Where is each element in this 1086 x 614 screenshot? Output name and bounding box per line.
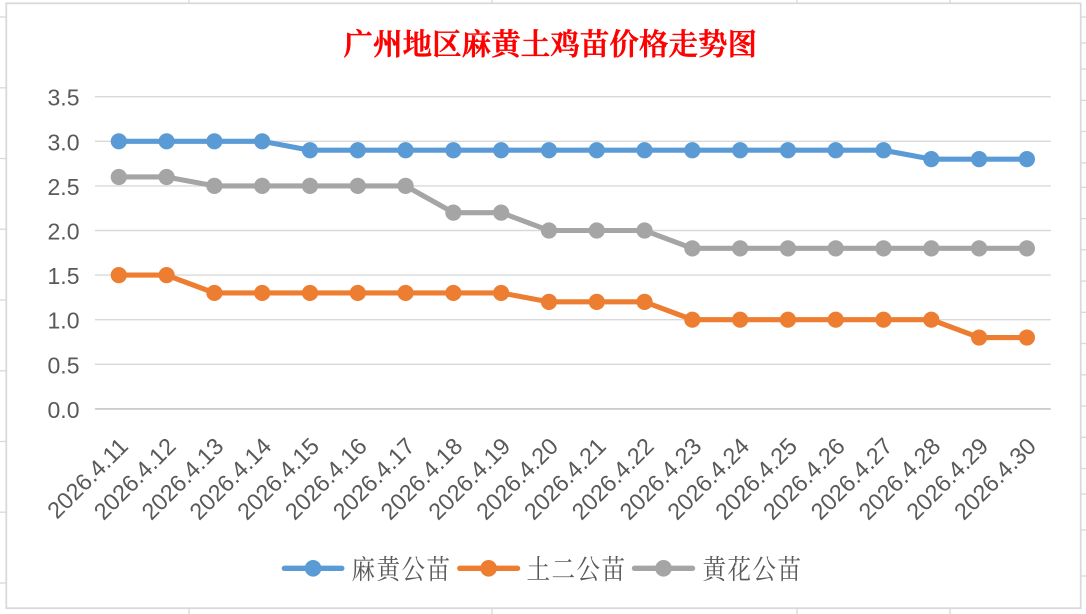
svg-text:3.0: 3.0 — [48, 129, 80, 155]
svg-text:0.5: 0.5 — [48, 352, 80, 378]
svg-text:1.0: 1.0 — [48, 308, 80, 334]
svg-text:0.0: 0.0 — [48, 397, 80, 423]
svg-text:2.5: 2.5 — [48, 174, 80, 200]
svg-text:1.5: 1.5 — [48, 263, 80, 289]
svg-text:2.0: 2.0 — [48, 219, 80, 245]
svg-text:3.5: 3.5 — [48, 85, 80, 111]
